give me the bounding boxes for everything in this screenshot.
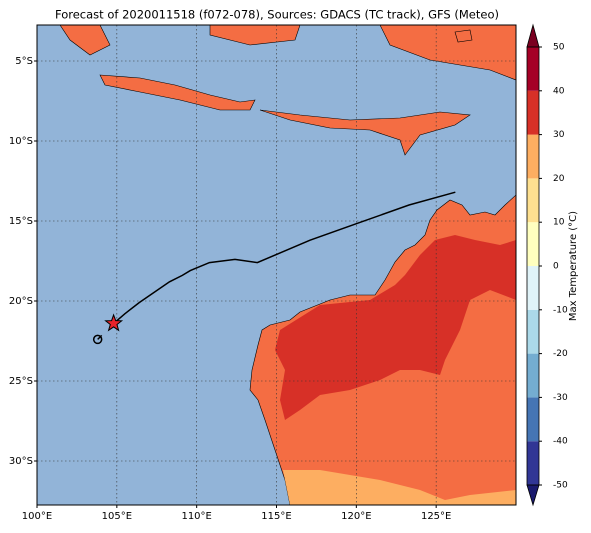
x-tick-label: 125°E <box>421 511 451 522</box>
colorbar-over <box>526 23 540 48</box>
land-java <box>99 74 256 111</box>
mild-region <box>283 470 516 505</box>
colorbar-band <box>527 266 539 310</box>
y-tick-label: 20°S <box>9 296 33 307</box>
colorbar-band <box>527 309 539 354</box>
start-tail <box>97 334 103 340</box>
y-tick-label: 5°S <box>15 56 33 67</box>
storm-position <box>104 313 124 332</box>
map-title: Forecast of 2020011518 (f072-078), Sourc… <box>55 8 499 22</box>
land-borneo <box>209 25 301 46</box>
colorbar-tick-label: -10 <box>553 305 568 315</box>
colorbar-band <box>527 47 539 91</box>
colorbar-tick-label: 20 <box>553 174 565 184</box>
x-tick-label: 100°E <box>22 511 52 522</box>
colorbar-tick-label: 0 <box>553 262 559 272</box>
y-tick-label: 25°S <box>9 376 33 387</box>
x-tick-label: 105°E <box>102 511 132 522</box>
colorbar-band <box>527 134 539 179</box>
x-tick-label: 110°E <box>181 511 211 522</box>
y-tick-label: 15°S <box>9 216 33 227</box>
y-tick-label: 30°S <box>9 456 33 467</box>
colorbar-tick-label: -40 <box>553 437 568 447</box>
colorbar-band <box>527 441 539 485</box>
colorbar-tick-label: -30 <box>553 393 568 403</box>
colorbar-band <box>527 90 539 135</box>
land-sulawesi <box>379 25 516 81</box>
colorbar-label: Max Temperature (°C) <box>568 211 579 321</box>
colorbar-tick-label: 50 <box>553 43 565 53</box>
x-tick-label: 120°E <box>341 511 371 522</box>
hot-region <box>275 235 516 420</box>
land-island <box>454 29 473 43</box>
colorbar-tick-label: 40 <box>553 86 565 96</box>
x-tick-label: 115°E <box>261 511 291 522</box>
colorbar-band <box>527 222 539 266</box>
colorbar-band <box>527 353 539 398</box>
start-marker <box>92 334 103 345</box>
land-sumatra <box>59 25 111 56</box>
colorbar-tick-label: 30 <box>553 130 565 140</box>
colorbar-under <box>526 484 540 507</box>
land-sunda <box>259 109 471 156</box>
colorbar-tick-label: -50 <box>553 481 568 491</box>
cyclone-track <box>113 191 456 324</box>
colorbar-tick-label: -20 <box>553 349 568 359</box>
y-tick-label: 10°S <box>9 136 33 147</box>
colorbar-tick-label: 10 <box>553 218 565 228</box>
map-area <box>37 25 516 505</box>
colorbar-band <box>527 178 539 223</box>
colorbar-band <box>527 397 539 442</box>
